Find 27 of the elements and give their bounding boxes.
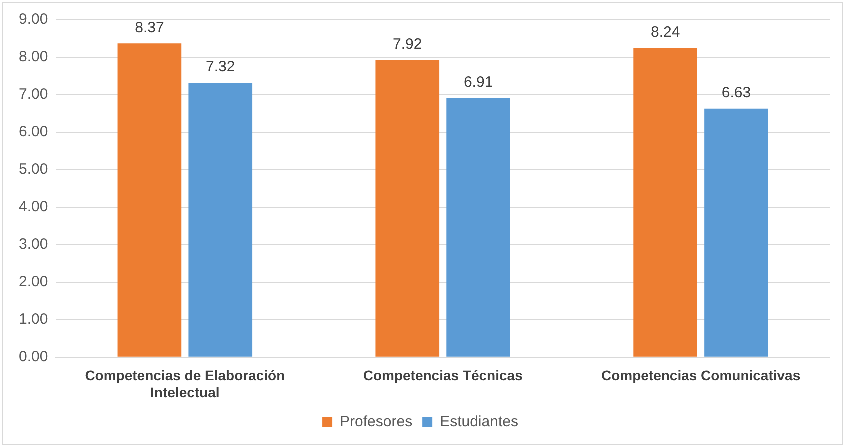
y-tick-label: 4.00 [18, 198, 48, 216]
data-label: 8.24 [650, 24, 680, 42]
data-label: 7.92 [393, 36, 422, 54]
bar [634, 48, 698, 357]
bar [188, 82, 253, 357]
x-tick-label: Competencias Comunicativas [601, 368, 801, 384]
data-label: 7.32 [206, 58, 236, 76]
y-tick-label: 1.00 [18, 311, 48, 328]
y-tick-label: 3.00 [18, 236, 48, 254]
bar [118, 44, 182, 357]
data-label: 6.91 [464, 74, 494, 91]
y-tick-label: 2.00 [18, 274, 48, 291]
y-tick-label: 5.00 [18, 161, 48, 178]
data-label: 8.37 [135, 19, 164, 36]
bar [446, 98, 510, 357]
y-tick-label: 0.00 [18, 348, 48, 366]
y-tick-label: 9.00 [18, 11, 48, 28]
y-tick-label: 7.00 [18, 86, 48, 104]
bar [704, 108, 768, 357]
legend-label: Estudiantes [440, 414, 518, 431]
y-tick-label: 8.00 [18, 48, 48, 66]
bar [376, 60, 440, 357]
legend-label: Profesores [340, 414, 413, 431]
y-tick-label: 6.00 [18, 124, 48, 141]
x-tick-label: Competencias Técnicas [363, 368, 524, 384]
data-label: 6.63 [722, 84, 752, 102]
x-tick-label: Competencias de Elaboración Intelectual [85, 368, 286, 400]
